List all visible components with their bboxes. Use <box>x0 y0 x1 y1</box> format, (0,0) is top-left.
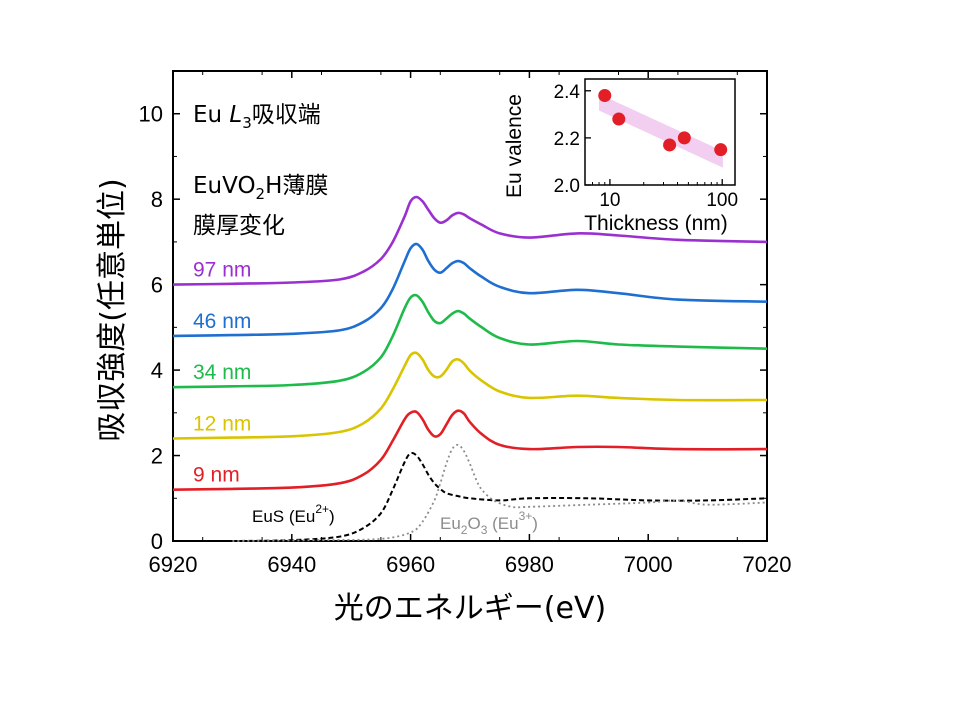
series-labels: 97 nm 46 nm 34 nm 12 nm 9 nm <box>193 259 251 487</box>
x-axis-title: 光のエネルギー(eV) <box>334 591 606 626</box>
y-tick-label: 10 <box>139 102 163 127</box>
x-tick-label: 6920 <box>149 552 198 577</box>
y-axis-title: 吸収強度(任意単位) <box>95 178 130 441</box>
inset-x-tick-label: 100 <box>706 190 738 211</box>
x-tick-label: 7000 <box>624 552 673 577</box>
eus-reference-label: EuS (Eu2+) <box>252 502 335 526</box>
series-line <box>172 195 768 286</box>
inset-x-tick-label: 10 <box>599 190 620 211</box>
y-tick-label: 8 <box>151 187 163 212</box>
series-line <box>172 242 768 338</box>
inset-ticks: 10 100 2.0 2.2 2.4 <box>554 82 738 211</box>
inset-y-tick-label: 2.0 <box>554 176 580 197</box>
inset-x-title: Thickness (nm) <box>584 212 728 235</box>
film-annotation: EuVO2H薄膜 <box>193 173 328 203</box>
x-tick-label: 7020 <box>743 552 792 577</box>
y-tick-label: 4 <box>151 358 163 383</box>
edge-annotation: Eu L3吸収端 <box>193 102 321 132</box>
x-tick-label: 6960 <box>386 552 435 577</box>
x-tick-label: 6980 <box>505 552 554 577</box>
inset-y-tick-label: 2.4 <box>554 82 581 103</box>
x-tick-label: 6940 <box>267 552 316 577</box>
inset-point <box>677 131 691 145</box>
inset-trend-band <box>599 94 723 168</box>
main-series <box>172 195 768 491</box>
y-tick-label: 2 <box>151 444 163 469</box>
plot-frame <box>172 70 768 542</box>
series-label: 9 nm <box>193 464 240 487</box>
eus-reference-line <box>232 452 768 542</box>
inset-chart: 10 100 2.0 2.2 2.4 Thickness (nm) Eu valence <box>503 78 738 235</box>
series-line <box>172 351 768 440</box>
y-tick-label: 6 <box>151 273 163 298</box>
main-ticks: 6920 6940 6960 6980 7000 7020 0 2 4 6 8 10 <box>139 71 792 577</box>
inset-y-title: Eu valence <box>503 94 526 198</box>
film-annotation-line2: 膜厚変化 <box>193 213 285 239</box>
inset-point <box>598 88 612 102</box>
series-line <box>172 293 768 389</box>
eu2o3-reference-label: Eu2O3 (Eu3+) <box>440 509 538 537</box>
series-label: 46 nm <box>193 310 251 333</box>
inset-point <box>714 143 728 157</box>
series-label: 12 nm <box>193 412 251 435</box>
inset-point <box>663 138 677 152</box>
y-tick-label: 0 <box>151 529 163 554</box>
inset-points <box>598 88 728 157</box>
series-label: 34 nm <box>193 361 251 384</box>
eu2o3-reference-line <box>232 443 768 542</box>
inset-y-tick-label: 2.2 <box>554 129 580 150</box>
series-label: 97 nm <box>193 259 251 282</box>
series-line <box>172 409 768 491</box>
reference-series <box>232 443 768 542</box>
inset-point <box>612 112 626 126</box>
